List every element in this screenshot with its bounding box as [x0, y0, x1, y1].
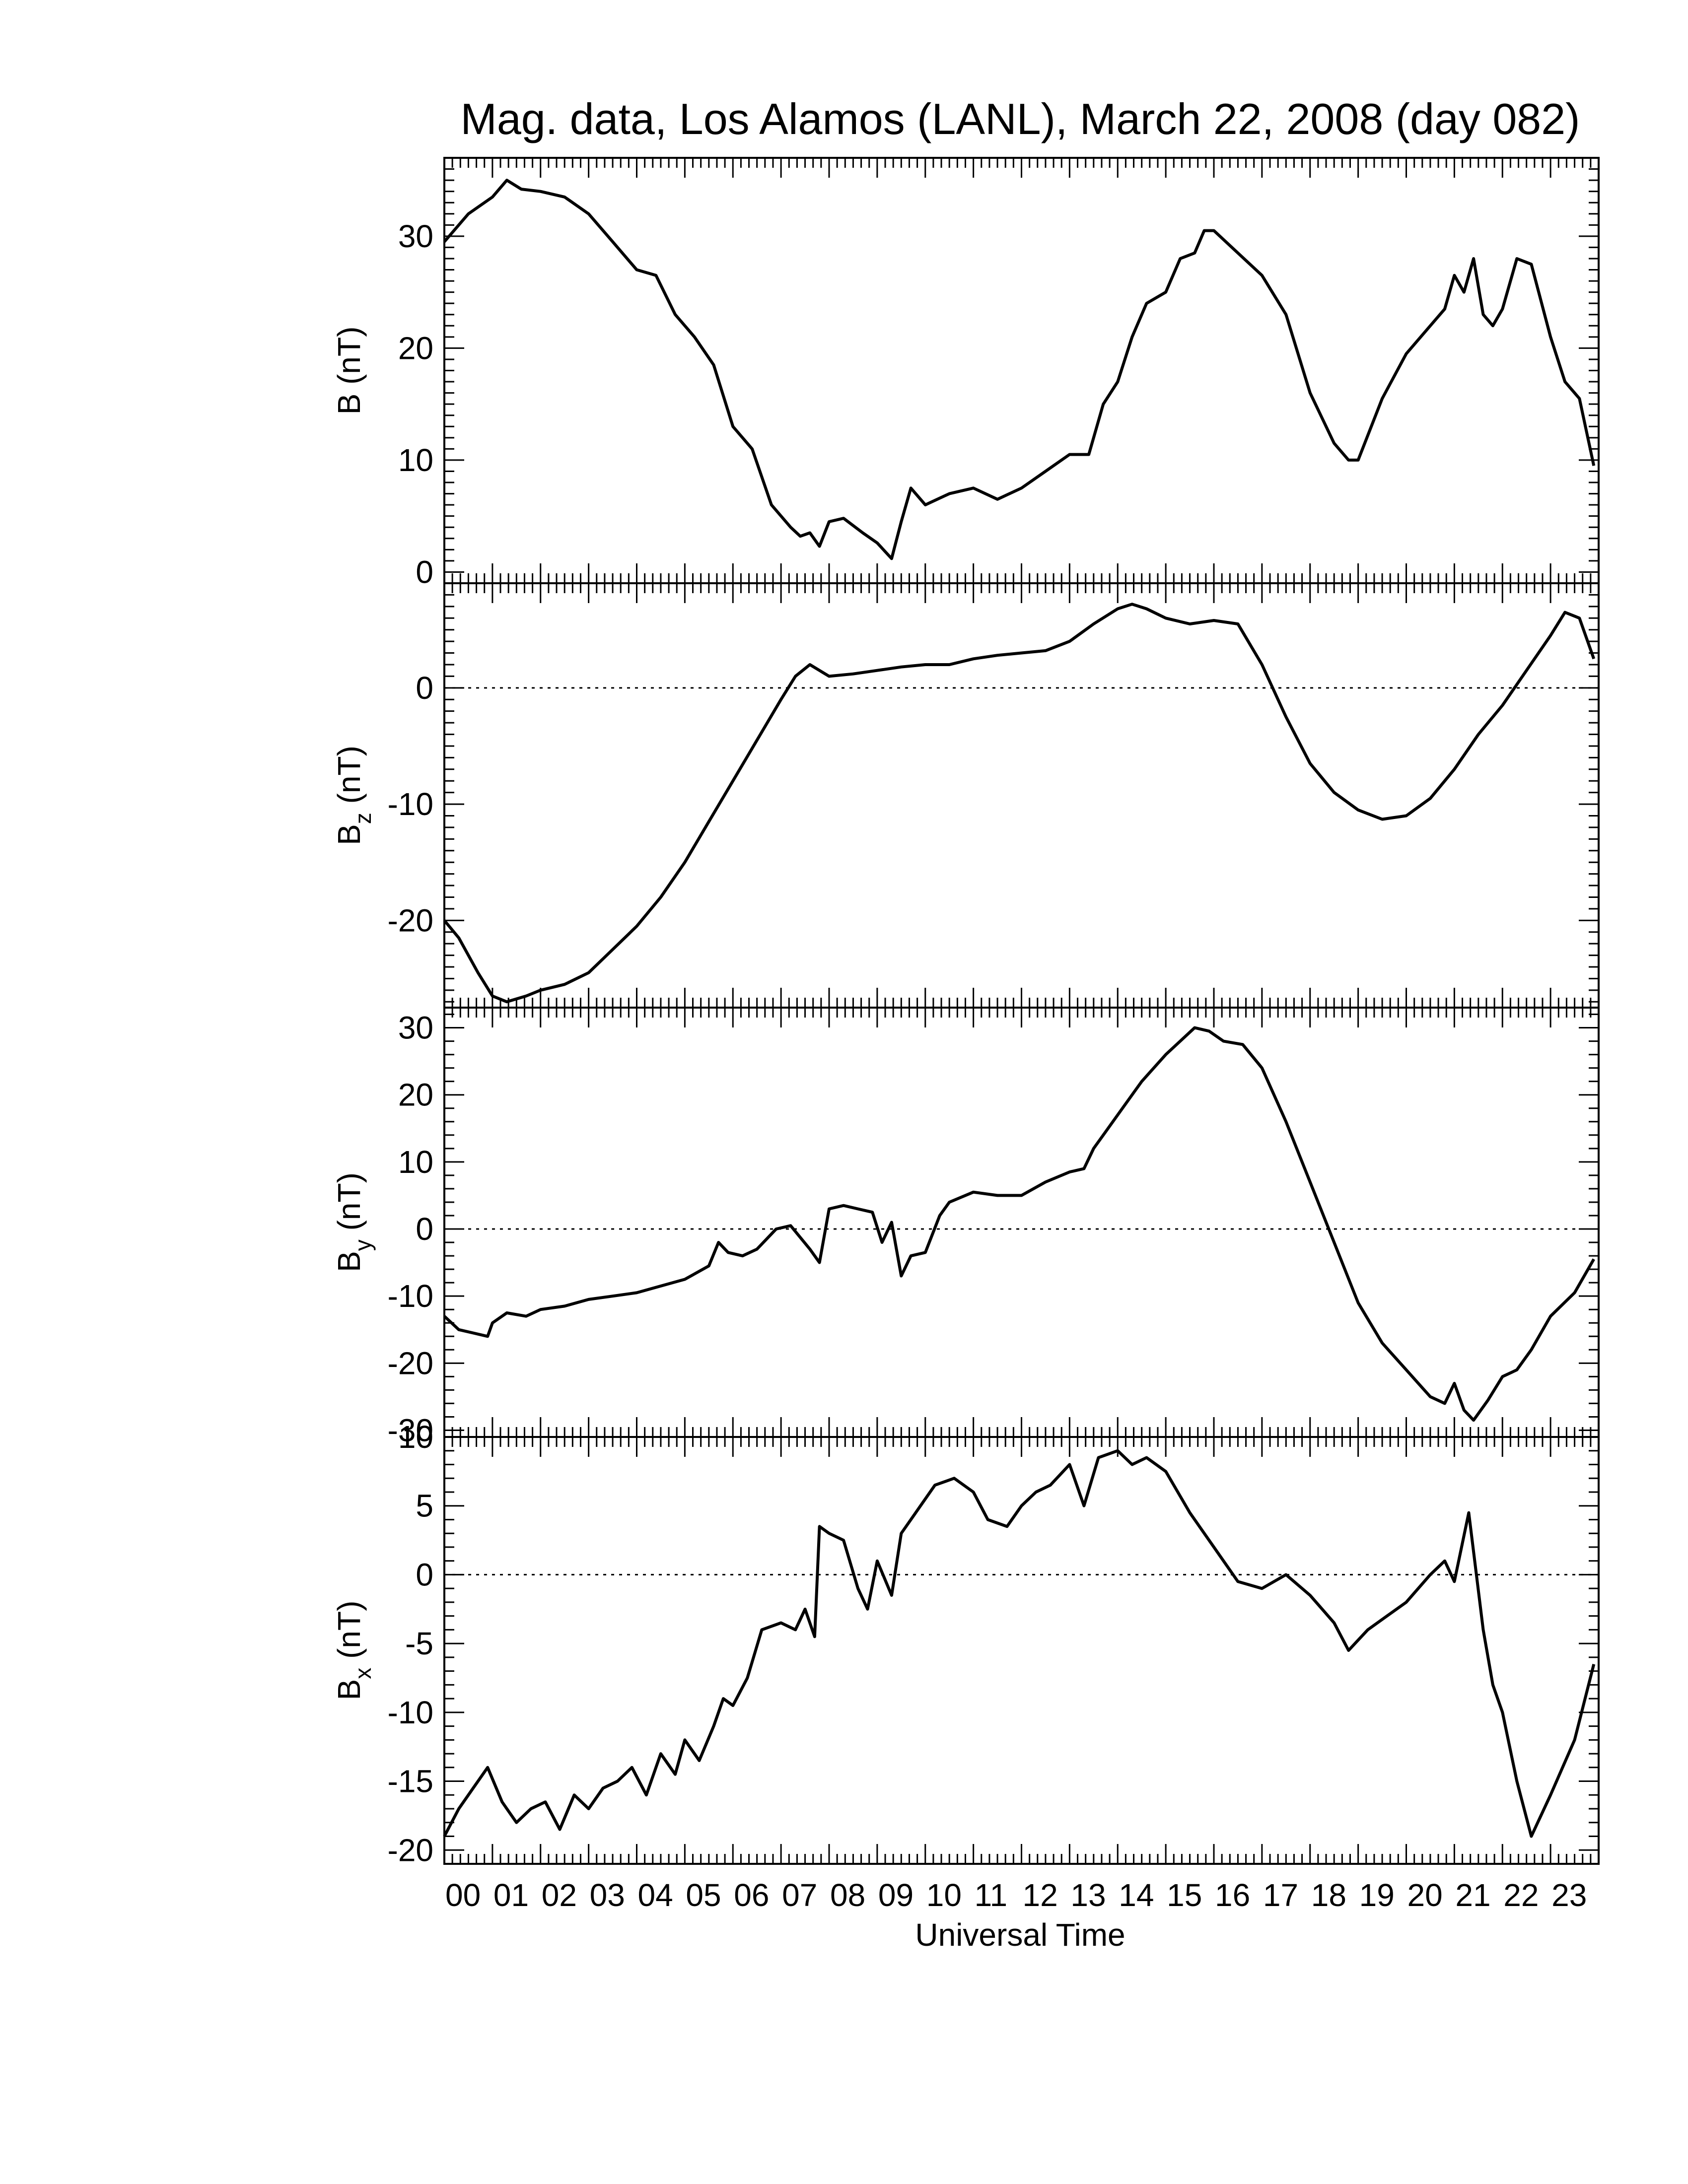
- y-axis-title-by: By (nT): [331, 1172, 376, 1272]
- y-axis-title-b: B (nT): [331, 327, 367, 415]
- series-line-b: [443, 179, 1596, 560]
- y-tick-label-bx: 10: [398, 1419, 433, 1455]
- y-tick-label-b: 30: [398, 218, 433, 254]
- x-tick-label: 09: [878, 1877, 914, 1913]
- series-line-by: [443, 1026, 1595, 1422]
- y-tick-label-by: 0: [416, 1211, 433, 1247]
- y-tick-label-bz: 0: [416, 670, 433, 706]
- y-tick-label-by: -20: [388, 1345, 434, 1381]
- y-tick-label-bx: -20: [388, 1832, 434, 1868]
- y-axis-title-bx: Bx (nT): [331, 1601, 376, 1701]
- x-tick-label: 15: [1167, 1877, 1202, 1913]
- x-tick-label: 08: [830, 1877, 865, 1913]
- x-tick-label: 10: [926, 1877, 962, 1913]
- x-tick-label: 14: [1119, 1877, 1154, 1913]
- x-tick-label: 05: [686, 1877, 721, 1913]
- y-tick-label-by: 10: [398, 1144, 433, 1180]
- y-tick-label-bx: 5: [416, 1488, 433, 1524]
- x-tick-label: 13: [1070, 1877, 1106, 1913]
- x-tick-label: 20: [1407, 1877, 1443, 1913]
- x-tick-label: 04: [638, 1877, 673, 1913]
- y-tick-label-b: 10: [398, 442, 433, 478]
- x-tick-label: 21: [1455, 1877, 1490, 1913]
- y-tick-label-by: 20: [398, 1077, 433, 1113]
- y-tick-label-bz: -10: [388, 786, 434, 822]
- x-axis-title: Universal Time: [915, 1917, 1125, 1953]
- y-tick-label-bz: -20: [388, 902, 434, 938]
- y-axis-title-bz: Bz (nT): [331, 746, 376, 845]
- x-tick-label: 12: [1023, 1877, 1058, 1913]
- y-tick-label-b: 20: [398, 330, 433, 366]
- series-line-bz: [443, 603, 1596, 1004]
- figure-title: Mag. data, Los Alamos (LANL), March 22, …: [461, 94, 1580, 143]
- x-tick-label: 06: [734, 1877, 769, 1913]
- y-tick-label-bx: -10: [388, 1695, 434, 1730]
- x-tick-label: 22: [1503, 1877, 1539, 1913]
- y-tick-label-by: -10: [388, 1278, 434, 1314]
- y-tick-label-bx: -5: [405, 1626, 433, 1661]
- x-tick-label: 00: [445, 1877, 481, 1913]
- x-tick-label: 07: [782, 1877, 817, 1913]
- x-tick-label: 02: [542, 1877, 577, 1913]
- series-line-bx: [443, 1449, 1596, 1838]
- x-tick-label: 23: [1551, 1877, 1587, 1913]
- x-tick-label: 01: [493, 1877, 529, 1913]
- y-tick-label-by: -30: [388, 1412, 434, 1448]
- y-tick-label-by: 30: [398, 1010, 433, 1046]
- x-tick-label: 03: [590, 1877, 625, 1913]
- y-tick-label-bx: 0: [416, 1557, 433, 1592]
- y-tick-label-bx: -15: [388, 1764, 434, 1799]
- x-tick-label: 11: [975, 1877, 1007, 1913]
- x-tick-label: 19: [1359, 1877, 1395, 1913]
- y-tick-label-b: 0: [416, 554, 433, 590]
- x-tick-label: 18: [1311, 1877, 1346, 1913]
- x-tick-label: 17: [1263, 1877, 1298, 1913]
- x-tick-label: 16: [1215, 1877, 1250, 1913]
